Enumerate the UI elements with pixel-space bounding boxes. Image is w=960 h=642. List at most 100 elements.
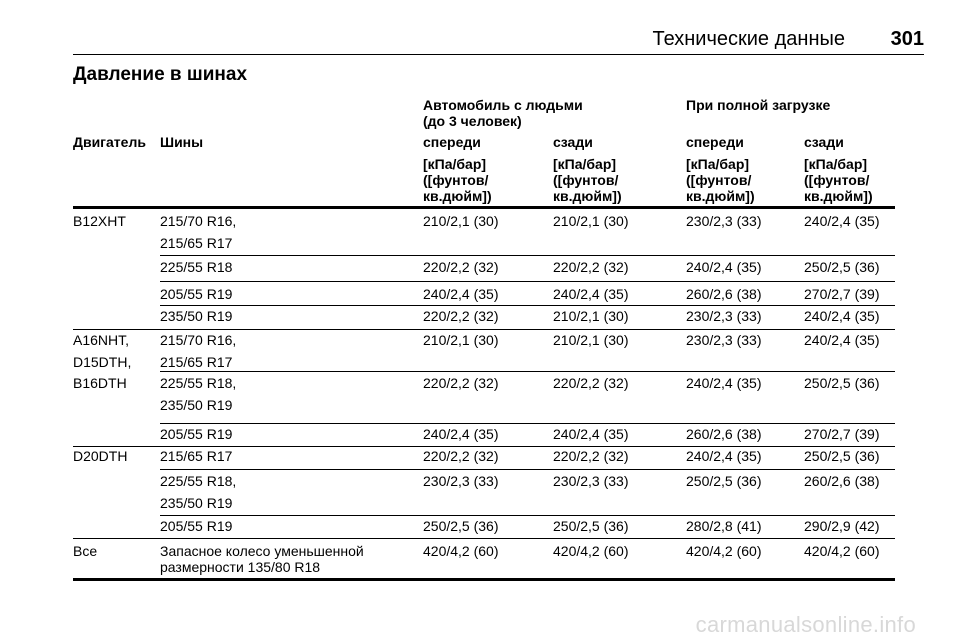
tire-size-cell: 215/65 R17 xyxy=(160,448,233,464)
units-label: ([фунтов/ xyxy=(553,172,619,188)
column-header-rear-full-load: сзади xyxy=(804,134,844,150)
pressure-value-cell: 260/2,6 (38) xyxy=(804,473,880,489)
tire-size-cell: 235/50 R19 xyxy=(160,397,233,413)
pressure-value-cell: 230/2,3 (33) xyxy=(553,473,629,489)
column-header-engine: Двигатель xyxy=(73,134,146,150)
pressure-value-cell: 290/2,9 (42) xyxy=(804,518,880,534)
column-header-front-full-load: спереди xyxy=(686,134,744,150)
tire-size-cell: размерности 135/80 R18 xyxy=(160,559,321,575)
pressure-value-cell: 240/2,4 (35) xyxy=(686,375,762,391)
pressure-value-cell: 210/2,1 (30) xyxy=(553,308,629,324)
pressure-value-cell: 210/2,1 (30) xyxy=(553,332,629,348)
units-label: [кПа/бар] xyxy=(804,156,868,172)
page-header-title: Технические данные xyxy=(652,28,845,50)
header-divider xyxy=(73,54,924,55)
pressure-value-cell: 250/2,5 (36) xyxy=(553,518,629,534)
pressure-value-cell: 220/2,2 (32) xyxy=(423,308,499,324)
tire-size-cell: 225/55 R18, xyxy=(160,473,237,489)
pressure-value-cell: 420/4,2 (60) xyxy=(686,543,762,559)
pressure-value-cell: 220/2,2 (32) xyxy=(423,259,499,275)
pressure-value-cell: 270/2,7 (39) xyxy=(804,426,880,442)
row-divider xyxy=(73,329,895,330)
tire-size-cell: Запасное колесо уменьшенной xyxy=(160,543,364,559)
row-divider xyxy=(160,371,895,372)
table-bottom-rule xyxy=(73,578,895,581)
engine-cell: B16DTH xyxy=(73,375,127,391)
pressure-value-cell: 270/2,7 (39) xyxy=(804,286,880,302)
group-header-passengers-line2: (до 3 человек) xyxy=(423,113,522,129)
units-label: ([фунтов/ xyxy=(423,172,489,188)
tire-size-cell: 225/55 R18, xyxy=(160,375,237,391)
page-number: 301 xyxy=(890,28,924,50)
column-header-tires: Шины xyxy=(160,134,204,150)
pressure-value-cell: 260/2,6 (38) xyxy=(686,286,762,302)
pressure-value-cell: 250/2,5 (36) xyxy=(804,375,880,391)
tire-size-cell: 215/65 R17 xyxy=(160,354,233,370)
engine-cell: Все xyxy=(73,543,98,559)
units-label: [кПа/бар] xyxy=(553,156,617,172)
row-divider xyxy=(73,446,895,447)
row-divider xyxy=(160,515,895,516)
row-divider xyxy=(160,281,895,282)
tire-size-cell: 225/55 R18 xyxy=(160,259,233,275)
watermark: carmanualsonline.info xyxy=(695,612,916,637)
pressure-value-cell: 250/2,5 (36) xyxy=(686,473,762,489)
pressure-value-cell: 250/2,5 (36) xyxy=(804,448,880,464)
pressure-value-cell: 220/2,2 (32) xyxy=(553,259,629,275)
units-label: ([фунтов/ xyxy=(804,172,870,188)
tire-size-cell: 235/50 R19 xyxy=(160,308,233,324)
table-header-divider xyxy=(73,206,895,209)
units-label: [кПа/бар] xyxy=(423,156,487,172)
pressure-value-cell: 240/2,4 (35) xyxy=(553,286,629,302)
tire-size-cell: 205/55 R19 xyxy=(160,286,233,302)
pressure-value-cell: 210/2,1 (30) xyxy=(423,332,499,348)
pressure-value-cell: 240/2,4 (35) xyxy=(686,448,762,464)
units-label: [кПа/бар] xyxy=(686,156,750,172)
group-header-full-load: При полной загрузке xyxy=(686,97,831,113)
group-header-passengers: Автомобиль с людьми (до 3 человек) xyxy=(423,97,583,129)
engine-cell: A16NHT, xyxy=(73,332,130,348)
tire-size-cell: 205/55 R19 xyxy=(160,426,233,442)
units-label: кв.дюйм]) xyxy=(686,188,755,204)
pressure-value-cell: 240/2,4 (35) xyxy=(423,426,499,442)
engine-cell: D20DTH xyxy=(73,448,128,464)
tire-size-cell: 205/55 R19 xyxy=(160,518,233,534)
pressure-value-cell: 240/2,4 (35) xyxy=(804,308,880,324)
row-divider xyxy=(73,538,895,539)
units-label: кв.дюйм]) xyxy=(804,188,873,204)
pressure-value-cell: 260/2,6 (38) xyxy=(686,426,762,442)
pressure-value-cell: 210/2,1 (30) xyxy=(553,213,629,229)
pressure-value-cell: 250/2,5 (36) xyxy=(804,259,880,275)
engine-cell: D15DTH, xyxy=(73,354,132,370)
pressure-value-cell: 250/2,5 (36) xyxy=(423,518,499,534)
pressure-value-cell: 210/2,1 (30) xyxy=(423,213,499,229)
pressure-value-cell: 230/2,3 (33) xyxy=(686,308,762,324)
units-label: ([фунтов/ xyxy=(686,172,752,188)
pressure-value-cell: 240/2,4 (35) xyxy=(804,213,880,229)
pressure-value-cell: 220/2,2 (32) xyxy=(553,375,629,391)
section-title: Давление в шинах xyxy=(73,64,248,85)
tire-size-cell: 215/70 R16, xyxy=(160,332,237,348)
tire-size-cell: 215/70 R16, xyxy=(160,213,237,229)
pressure-value-cell: 230/2,3 (33) xyxy=(423,473,499,489)
pressure-value-cell: 240/2,4 (35) xyxy=(804,332,880,348)
units-label: кв.дюйм]) xyxy=(423,188,492,204)
pressure-value-cell: 220/2,2 (32) xyxy=(553,448,629,464)
row-divider xyxy=(160,255,895,256)
pressure-value-cell: 420/4,2 (60) xyxy=(423,543,499,559)
tire-size-cell: 235/50 R19 xyxy=(160,495,233,511)
column-header-front-passengers: спереди xyxy=(423,134,481,150)
tire-size-cell: 215/65 R17 xyxy=(160,235,233,251)
pressure-value-cell: 420/4,2 (60) xyxy=(553,543,629,559)
row-divider xyxy=(160,423,895,424)
column-header-rear-passengers: сзади xyxy=(553,134,593,150)
row-divider xyxy=(160,469,895,470)
pressure-value-cell: 280/2,8 (41) xyxy=(686,518,762,534)
pressure-value-cell: 220/2,2 (32) xyxy=(423,375,499,391)
group-header-passengers-line1: Автомобиль с людьми xyxy=(423,97,583,113)
units-label: кв.дюйм]) xyxy=(553,188,622,204)
pressure-value-cell: 230/2,3 (33) xyxy=(686,332,762,348)
row-divider xyxy=(160,305,895,306)
pressure-value-cell: 420/4,2 (60) xyxy=(804,543,880,559)
pressure-value-cell: 240/2,4 (35) xyxy=(686,259,762,275)
